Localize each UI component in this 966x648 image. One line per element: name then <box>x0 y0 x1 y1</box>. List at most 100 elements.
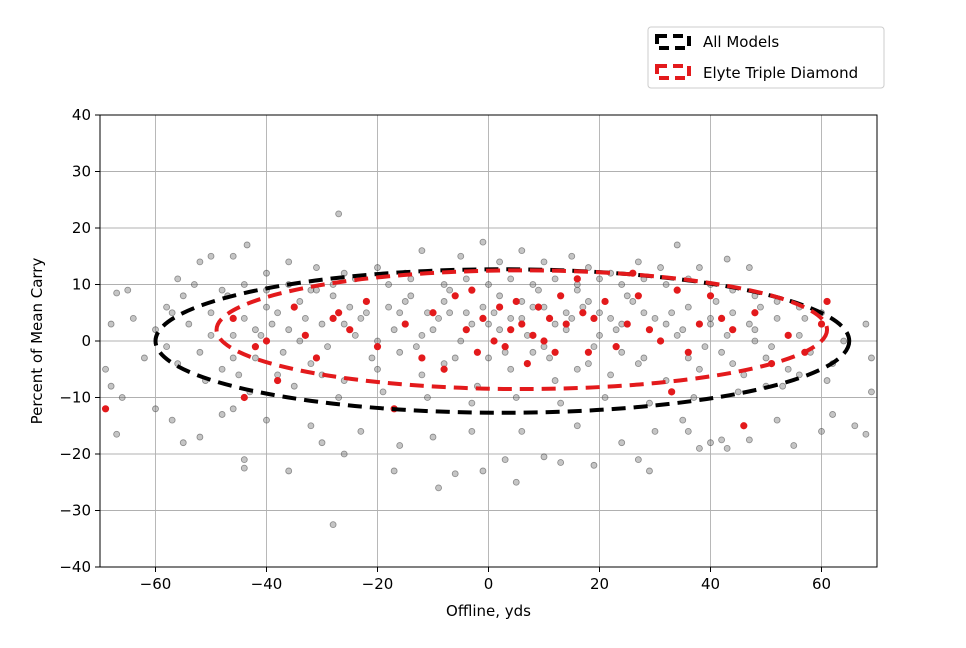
data-point-all-models <box>829 411 836 418</box>
data-point-all-models <box>279 348 287 356</box>
data-point-all-models <box>684 427 692 435</box>
data-point-elyte <box>429 309 437 317</box>
data-point-elyte <box>551 348 559 356</box>
data-point-elyte <box>329 314 337 322</box>
data-point-all-models <box>773 416 781 424</box>
data-point-elyte <box>562 320 570 328</box>
legend-label-elyte: Elyte Triple Diamond <box>703 64 858 82</box>
data-point-all-models <box>257 331 265 339</box>
data-point-all-models <box>712 298 720 305</box>
data-point-all-models <box>435 484 442 492</box>
data-point-all-models <box>196 348 204 356</box>
data-point-all-models <box>340 450 348 458</box>
data-point-all-models <box>274 309 282 317</box>
data-point-all-models <box>801 314 809 322</box>
data-point-all-models <box>385 303 393 311</box>
data-point-all-models <box>113 289 121 297</box>
data-point-all-models <box>207 331 215 339</box>
data-point-all-models <box>418 247 426 255</box>
data-point-all-models <box>651 314 659 322</box>
data-point-all-models <box>557 459 565 466</box>
data-point-elyte <box>240 393 248 402</box>
data-point-elyte <box>473 348 481 356</box>
data-point-all-models <box>518 427 526 435</box>
y-axis-label: Percent of Mean Carry <box>28 258 46 425</box>
data-point-all-models <box>657 264 664 271</box>
data-point-all-models <box>140 354 148 362</box>
y-tick-label: 0 <box>81 332 91 350</box>
y-tick-label: −40 <box>59 558 91 576</box>
data-point-all-models <box>707 314 714 322</box>
data-point-all-models <box>324 343 331 351</box>
data-point-all-models <box>296 337 304 345</box>
data-point-all-models <box>196 433 204 441</box>
data-point-all-models <box>118 394 126 401</box>
data-point-all-models <box>374 365 381 373</box>
data-point-all-models <box>218 411 226 418</box>
data-point-all-models <box>301 314 309 322</box>
data-point-all-models <box>551 275 559 283</box>
data-point-all-models <box>590 343 598 351</box>
data-point-elyte <box>823 297 831 306</box>
data-point-all-models <box>607 371 614 379</box>
confidence-ellipses <box>153 267 852 415</box>
data-point-elyte <box>523 359 531 368</box>
x-tick-label: −20 <box>362 575 394 593</box>
data-point-all-models <box>307 360 315 368</box>
x-tick-label: −60 <box>140 575 172 593</box>
y-tick-label: 40 <box>72 106 91 124</box>
data-point-all-models <box>240 314 248 322</box>
data-point-all-models <box>457 252 465 260</box>
data-point-all-models <box>290 382 298 390</box>
data-point-all-models <box>335 394 343 401</box>
data-point-elyte <box>584 348 593 356</box>
data-point-all-models <box>718 436 725 444</box>
data-point-all-models <box>468 320 476 328</box>
data-point-all-models <box>163 343 171 351</box>
y-tick-label: −30 <box>59 502 91 520</box>
data-point-all-models <box>618 348 626 356</box>
data-point-all-models <box>751 337 759 345</box>
data-point-all-models <box>507 275 515 283</box>
data-point-all-models <box>529 348 537 356</box>
data-point-all-models <box>701 343 709 351</box>
data-point-elyte <box>312 354 321 362</box>
y-tick-label: −20 <box>59 445 91 463</box>
data-point-all-models <box>501 456 509 464</box>
data-point-all-models <box>168 309 176 317</box>
data-point-all-models <box>773 314 781 322</box>
data-point-all-models <box>152 405 159 413</box>
data-point-all-models <box>585 298 592 305</box>
data-point-all-models <box>745 320 753 328</box>
data-point-elyte <box>529 331 537 339</box>
data-point-all-models <box>795 331 803 339</box>
data-point-all-models <box>229 354 237 362</box>
data-point-all-models <box>185 320 193 328</box>
data-point-all-models <box>429 326 437 334</box>
data-point-all-models <box>718 348 725 356</box>
data-point-elyte <box>346 326 354 334</box>
data-point-all-models <box>673 241 681 249</box>
data-point-elyte <box>335 309 343 317</box>
data-point-all-models <box>251 326 259 334</box>
data-point-all-models <box>357 314 365 322</box>
data-point-all-models <box>429 433 437 441</box>
data-point-all-models <box>723 331 731 339</box>
data-point-all-models <box>512 394 520 401</box>
data-point-all-models <box>696 264 703 271</box>
data-point-elyte <box>645 326 654 334</box>
data-point-all-models <box>729 360 737 368</box>
data-point-all-models <box>229 331 237 339</box>
data-point-all-models <box>646 399 653 407</box>
data-point-elyte <box>740 422 748 430</box>
data-point-all-models <box>243 241 251 249</box>
data-point-elyte <box>273 376 282 385</box>
data-point-all-models <box>407 275 415 283</box>
data-point-all-models <box>568 314 576 322</box>
y-tick-label: 30 <box>72 163 91 181</box>
data-point-all-models <box>435 314 442 322</box>
data-point-elyte <box>451 292 459 300</box>
y-tick-label: 10 <box>72 276 91 294</box>
legend-label-all-models: All Models <box>703 33 779 51</box>
